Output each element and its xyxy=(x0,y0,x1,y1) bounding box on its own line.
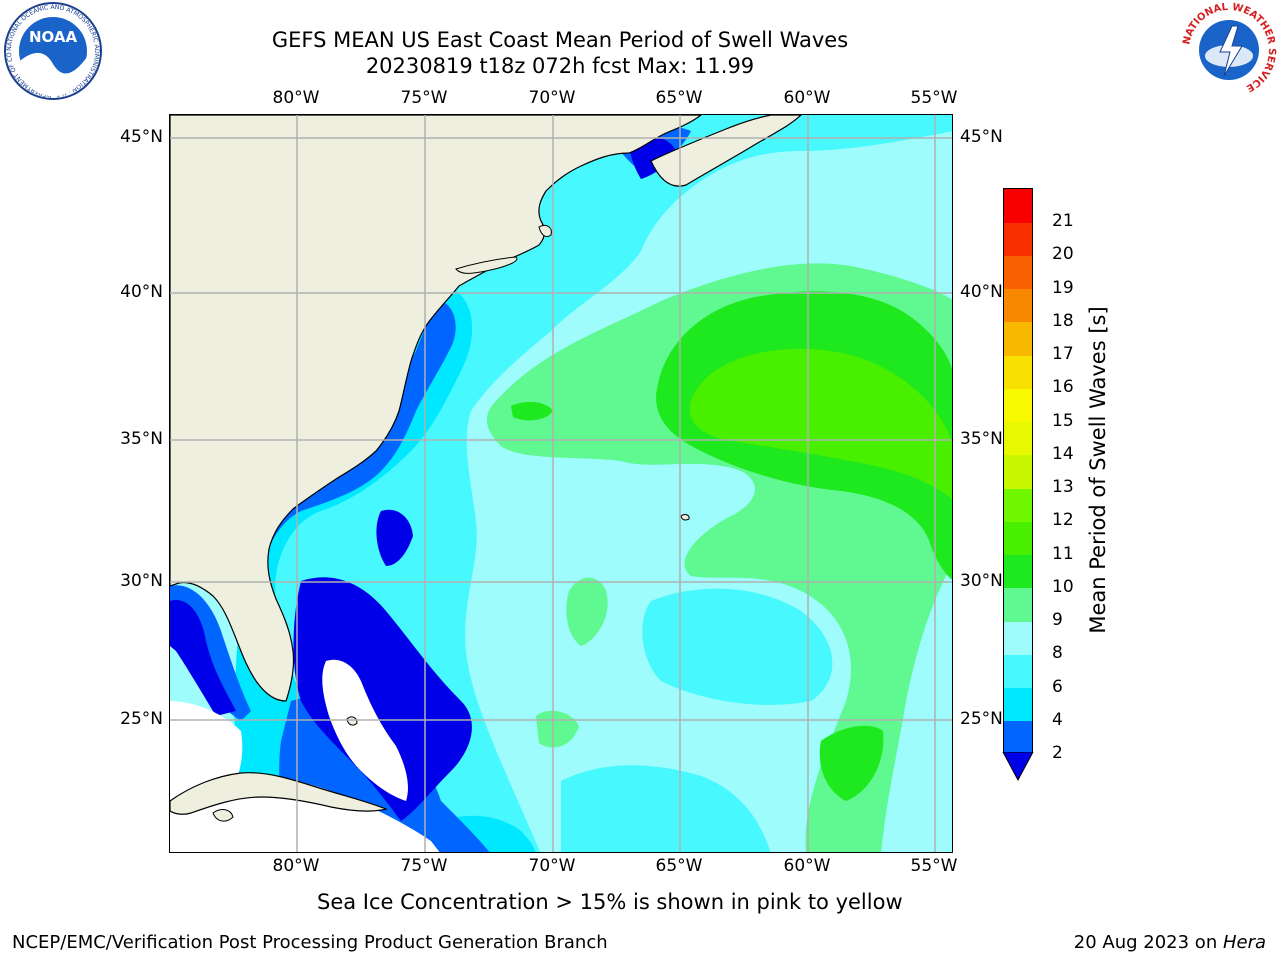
colorbar-tick-label: 20 xyxy=(1052,244,1074,265)
colorbar-segment xyxy=(1004,355,1032,389)
colorbar-title: Mean Period of Swell Waves [s] xyxy=(1086,306,1110,634)
swell-period-map xyxy=(170,115,952,852)
footer-date-text: 20 Aug 2023 on xyxy=(1073,932,1223,953)
lon-label-top: 55°W xyxy=(910,88,958,108)
lon-label-bottom: 75°W xyxy=(400,856,448,876)
colorbar-tick-label: 12 xyxy=(1052,510,1074,531)
land-north-america xyxy=(170,115,702,702)
colorbar-tick-label: 15 xyxy=(1052,410,1074,431)
colorbar-segment xyxy=(1004,189,1032,223)
lat-label-right: 35°N xyxy=(960,429,1003,449)
colorbar-segment xyxy=(1004,720,1032,755)
land-island xyxy=(346,716,358,726)
colorbar-tick-label: 14 xyxy=(1052,443,1074,464)
lat-label-right: 45°N xyxy=(960,127,1003,147)
swell-field-9-10 xyxy=(591,345,651,371)
land-island xyxy=(212,809,234,822)
colorbar-tick-label: 18 xyxy=(1052,310,1074,331)
colorbar-tick-label: 6 xyxy=(1052,676,1063,697)
colorbar-segment xyxy=(1004,421,1032,456)
swell-field-9-10 xyxy=(566,577,608,646)
swell-field-below-2 xyxy=(293,577,472,821)
lat-label-right: 40°N xyxy=(960,282,1003,302)
colorbar-segment xyxy=(1004,687,1032,722)
lat-label-left: 45°N xyxy=(120,127,163,147)
lon-label-bottom: 80°W xyxy=(272,856,320,876)
swell-field-below-2 xyxy=(170,600,236,716)
colorbar-tick-label: 21 xyxy=(1052,211,1074,232)
colorbar-segment xyxy=(1004,587,1032,622)
colorbar-segment xyxy=(1004,488,1032,522)
colorbar-tick-label: 16 xyxy=(1052,377,1074,398)
colorbar-segment xyxy=(1004,454,1032,489)
swell-field-10-11 xyxy=(511,401,553,421)
land-island xyxy=(680,514,690,521)
footer-date: 20 Aug 2023 on Hera xyxy=(1074,932,1266,953)
sea-ice-note: Sea Ice Concentration > 15% is shown in … xyxy=(317,890,903,914)
swell-field-6-8 xyxy=(561,765,771,852)
colorbar-tick-label: 19 xyxy=(1052,277,1074,298)
colorbar-tick-label: 9 xyxy=(1052,610,1063,631)
colorbar-segment xyxy=(1004,521,1032,556)
colorbar-tick-label: 17 xyxy=(1052,344,1074,365)
footer-machine: Hera xyxy=(1222,932,1266,953)
plot-title: GEFS MEAN US East Coast Mean Period of S… xyxy=(271,28,849,52)
lat-label-left: 30°N xyxy=(120,571,163,591)
colorbar-segment xyxy=(1004,288,1032,323)
footer-credit: NCEP/EMC/Verification Post Processing Pr… xyxy=(12,932,608,953)
colorbar-segment xyxy=(1004,654,1032,689)
colorbar-tick-label: 4 xyxy=(1052,709,1063,730)
lon-label-top: 80°W xyxy=(272,88,320,108)
colorbar-segment xyxy=(1004,554,1032,589)
colorbar-tick-label: 11 xyxy=(1052,543,1074,564)
colorbar-segment xyxy=(1004,222,1032,256)
lon-label-bottom: 60°W xyxy=(783,856,831,876)
colorbar-tick-label: 13 xyxy=(1052,477,1074,498)
lon-label-top: 75°W xyxy=(400,88,448,108)
lon-label-top: 70°W xyxy=(528,88,576,108)
swell-field-6-8 xyxy=(642,588,833,705)
colorbar xyxy=(1003,188,1033,755)
noaa-logo: NATIONAL OCEANIC AND ATMOSPHERIC ADMINIS… xyxy=(0,0,104,104)
colorbar-extend-arrow xyxy=(1002,752,1034,782)
lon-label-bottom: 65°W xyxy=(655,856,703,876)
colorbar-segment xyxy=(1004,621,1032,655)
nws-logo: NATIONAL WEATHER SERVICE xyxy=(1178,0,1280,104)
lat-label-left: 35°N xyxy=(120,429,163,449)
map-plot-area xyxy=(169,114,953,853)
colorbar-tick-label: 10 xyxy=(1052,576,1074,597)
swell-field-11-12 xyxy=(689,348,952,500)
graticule xyxy=(170,115,952,852)
land-long-island xyxy=(455,256,518,274)
noaa-logo-text: NOAA xyxy=(29,28,78,46)
colorbar-segment xyxy=(1004,255,1032,290)
colorbar-tick-label: 2 xyxy=(1052,743,1063,763)
colorbar-tick-label: 8 xyxy=(1052,643,1063,664)
lat-label-left: 25°N xyxy=(120,709,163,729)
lon-label-bottom: 55°W xyxy=(910,856,958,876)
lon-label-top: 65°W xyxy=(655,88,703,108)
lat-label-right: 30°N xyxy=(960,571,1003,591)
swell-field-10-11 xyxy=(819,725,884,801)
swell-field-below-2 xyxy=(376,509,413,566)
lat-label-right: 25°N xyxy=(960,709,1003,729)
lon-label-top: 60°W xyxy=(783,88,831,108)
land-cape-cod xyxy=(538,224,552,238)
no-data-area xyxy=(322,659,408,801)
colorbar-segment xyxy=(1004,388,1032,423)
lon-label-bottom: 70°W xyxy=(528,856,576,876)
land-cuba xyxy=(170,772,388,815)
plot-subtitle: 20230819 t18z 072h fcst Max: 11.99 xyxy=(365,54,755,78)
colorbar-segment xyxy=(1004,321,1032,356)
lat-label-left: 40°N xyxy=(120,282,163,302)
land-nova-scotia xyxy=(650,115,802,187)
